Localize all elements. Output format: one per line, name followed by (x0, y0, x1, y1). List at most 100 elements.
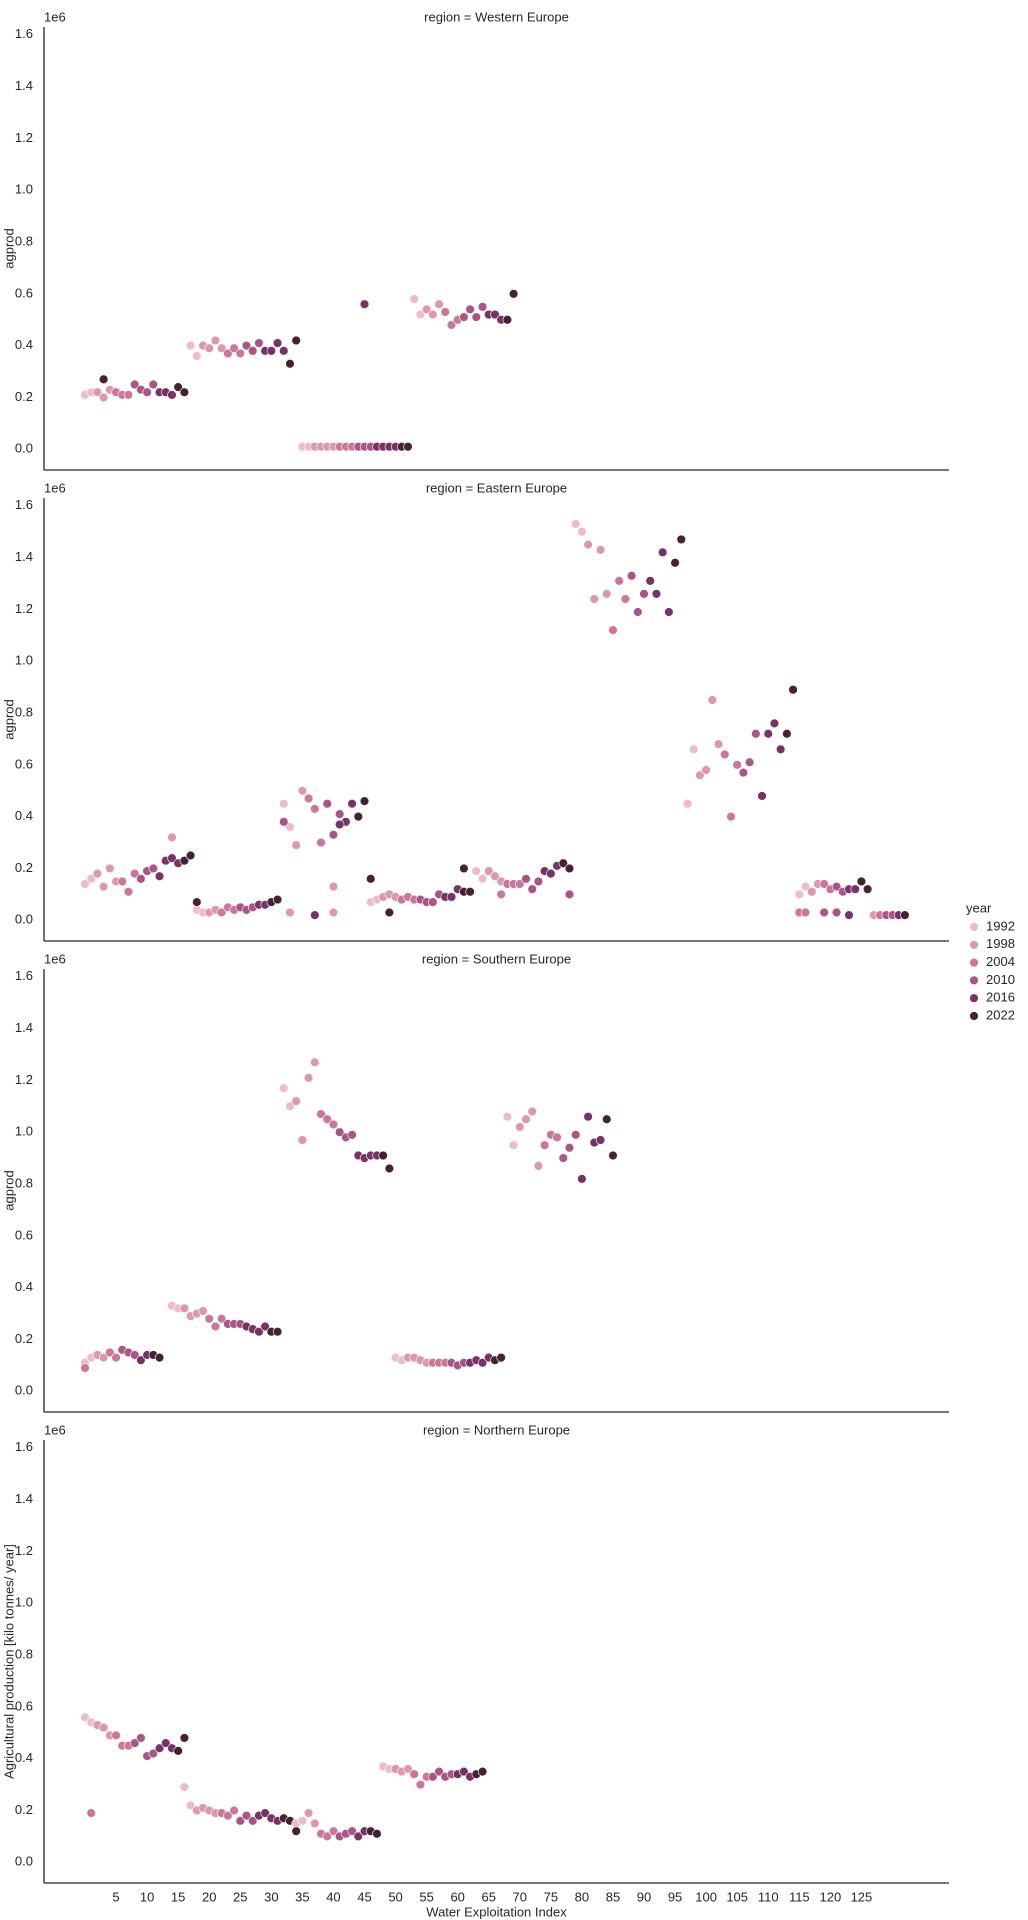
point (216, 1314, 227, 1324)
point (415, 1779, 426, 1790)
point (465, 887, 475, 897)
point (782, 729, 792, 739)
point (502, 1111, 513, 1122)
point (471, 312, 482, 322)
point (775, 744, 786, 754)
point (148, 1748, 159, 1759)
point (508, 1140, 519, 1150)
point (515, 1122, 525, 1132)
point (334, 809, 345, 819)
point (533, 876, 544, 887)
point (111, 1352, 121, 1363)
point (459, 863, 469, 874)
point (229, 343, 239, 353)
point (310, 910, 320, 920)
point (477, 874, 488, 884)
point (322, 1831, 332, 1842)
point (80, 1363, 90, 1373)
point (595, 545, 606, 555)
legend-label: 2010 (986, 972, 1015, 987)
y-tick-label: 1.2 (15, 1072, 33, 1087)
point (328, 830, 339, 840)
point (428, 1772, 438, 1782)
y-tick-label: 1.6 (15, 968, 33, 983)
x-tick-label: 15 (171, 1889, 185, 1904)
point (285, 822, 295, 832)
point (235, 348, 245, 359)
point (831, 907, 842, 918)
y-tick-label: 1.0 (15, 1595, 33, 1610)
legend-label: 2004 (986, 954, 1015, 969)
point (297, 1135, 308, 1145)
point (129, 868, 140, 879)
point (279, 817, 289, 827)
point (558, 858, 568, 868)
point (421, 304, 432, 315)
point (713, 739, 724, 749)
point (105, 863, 115, 874)
point (434, 299, 444, 309)
panel-title: region = Eastern Europe (426, 480, 567, 495)
point (204, 1314, 214, 1324)
point (185, 850, 196, 861)
legend-marker (969, 1011, 979, 1021)
point (179, 1782, 190, 1792)
point (254, 338, 264, 348)
point (148, 863, 159, 874)
point (459, 1766, 469, 1777)
legend-label: 2022 (986, 1007, 1015, 1022)
y-tick-label: 0.0 (15, 912, 33, 927)
point (614, 576, 624, 586)
y-tick-label: 1.2 (15, 601, 33, 616)
x-tick-label: 75 (544, 1889, 558, 1904)
point (334, 1127, 345, 1137)
point (577, 1174, 587, 1184)
y-tick-label: 1.6 (15, 1439, 33, 1454)
point (86, 1808, 96, 1818)
point (235, 1816, 245, 1826)
point (123, 887, 134, 897)
legend-marker (969, 975, 979, 986)
point (794, 889, 805, 900)
point (769, 718, 780, 729)
point (788, 685, 798, 695)
point (210, 335, 221, 346)
point (129, 1738, 140, 1748)
point (744, 757, 755, 767)
legend-marker (969, 940, 979, 950)
x-tick-label: 50 (388, 1889, 402, 1904)
point (303, 1073, 314, 1083)
point (403, 441, 413, 452)
point (527, 1106, 537, 1117)
x-tick-label: 20 (202, 1889, 216, 1904)
point (136, 1733, 146, 1743)
point (117, 876, 127, 887)
y-tick-label: 1.6 (15, 497, 33, 512)
point (633, 607, 643, 617)
x-tick-label: 70 (513, 1889, 527, 1904)
point (154, 1352, 165, 1363)
point (241, 340, 252, 351)
point (167, 390, 177, 400)
point (490, 309, 500, 320)
x-tick-label: 95 (668, 1889, 682, 1904)
point (98, 374, 109, 385)
point (384, 1163, 395, 1174)
point (819, 879, 829, 889)
point (303, 1808, 314, 1818)
point (316, 837, 326, 848)
y-tick-label: 0.0 (15, 1383, 33, 1398)
point (173, 382, 183, 392)
point (179, 387, 190, 397)
y-tick-label: 1.6 (15, 26, 33, 41)
x-tick-label: 65 (482, 1889, 496, 1904)
point (676, 534, 686, 545)
x-tick-label: 35 (295, 1889, 309, 1904)
point (459, 312, 469, 322)
point (583, 539, 593, 550)
point (477, 1358, 488, 1368)
point (558, 1153, 568, 1163)
point (272, 1326, 283, 1337)
y-tick-label: 0.8 (15, 1646, 33, 1661)
y-tick-label: 0.4 (15, 1279, 33, 1294)
